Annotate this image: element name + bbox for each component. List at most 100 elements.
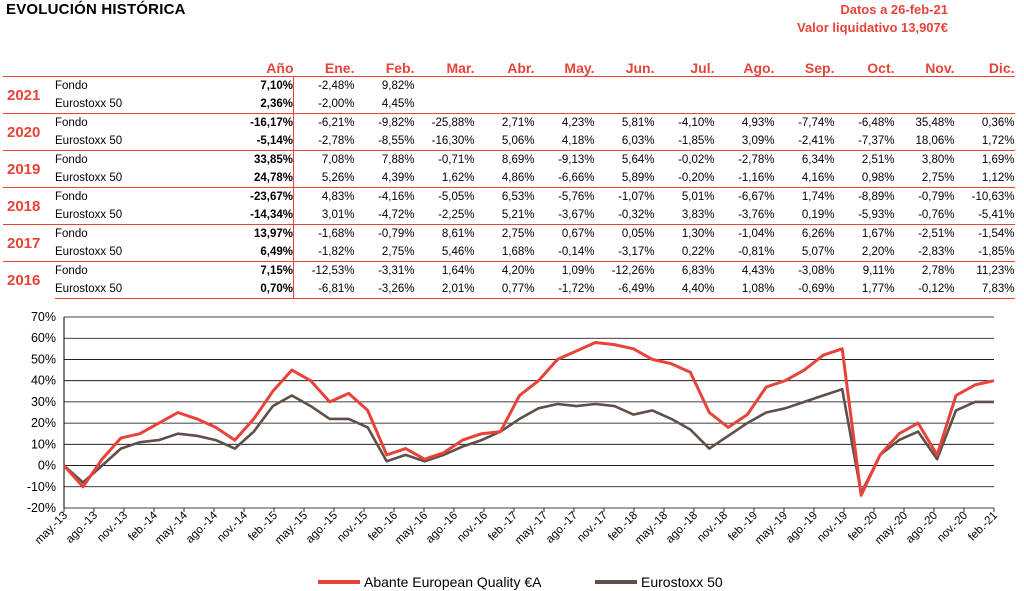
month-value: 4,23%	[534, 113, 595, 132]
month-value: 5,89%	[621, 172, 655, 184]
month-value: 4,83%	[293, 187, 355, 206]
month-value: -5,76%	[534, 187, 595, 206]
month-value: 5,01%	[654, 187, 715, 206]
table-header-row: Año Ene. Feb. Mar. Abr. May. Jun. Jul. A…	[3, 56, 1015, 77]
col-month: Nov.	[925, 60, 955, 76]
month-value: -0,02%	[654, 150, 715, 169]
y-tick-label: 70%	[31, 310, 56, 324]
month-value: -9,82%	[354, 113, 415, 132]
month-value	[774, 76, 835, 95]
month-value: 1,68%	[501, 246, 535, 258]
month-value: 7,08%	[293, 150, 355, 169]
row-label: Eurostoxx 50	[55, 280, 245, 299]
month-value: -7,37%	[858, 135, 895, 147]
y-tick-label: 30%	[31, 395, 56, 409]
month-value: 2,75%	[381, 246, 415, 258]
year-label: 2021	[3, 76, 55, 114]
y-tick-label: -10%	[27, 480, 56, 494]
month-value: -1,54%	[954, 224, 1015, 243]
x-tick-label: nov.-20	[935, 510, 970, 545]
table-row: 2021 Fondo 7,10% -2,48% 9,82%	[3, 76, 1015, 114]
month-value: -2,25%	[438, 209, 475, 221]
month-value: 4,20%	[474, 261, 535, 280]
month-value: 0,19%	[801, 209, 835, 221]
month-value: -5,93%	[858, 209, 895, 221]
month-value: 4,40%	[654, 280, 715, 299]
x-tick-label: may.-19	[753, 510, 790, 547]
month-value	[954, 76, 1015, 95]
month-value: -3,08%	[774, 261, 835, 280]
x-tick-label: ago.-16	[424, 510, 460, 546]
row-label: Eurostoxx 50	[55, 246, 123, 258]
month-value	[835, 95, 895, 114]
month-value: -4,10%	[654, 113, 715, 132]
month-value	[474, 76, 535, 95]
month-value: -2,83%	[918, 246, 955, 258]
month-value	[655, 95, 715, 114]
row-label: Fondo	[55, 150, 245, 169]
month-value: 1,08%	[714, 280, 775, 299]
x-tick-label: ago.-14	[184, 509, 220, 545]
ytd-value: -16,17%	[245, 113, 294, 132]
ytd-value: 33,85%	[245, 150, 294, 169]
month-value	[415, 95, 475, 114]
month-value	[594, 76, 655, 95]
month-value	[534, 76, 595, 95]
col-month: Dic.	[988, 60, 1015, 76]
row-label: Fondo	[55, 113, 245, 132]
x-tick-label: feb.-21	[966, 510, 1000, 544]
month-value: 7,88%	[354, 150, 415, 169]
x-tick-label: may.-16	[393, 510, 430, 547]
col-month: Feb.	[385, 60, 415, 76]
page-title: EVOLUCIÓN HISTÓRICA	[6, 1, 186, 18]
ytd-value: -23,67%	[245, 187, 294, 206]
col-month: Mar.	[446, 60, 475, 76]
month-value: -10,63%	[954, 187, 1015, 206]
x-tick-label: nov.-13	[95, 510, 130, 545]
month-value: 11,23%	[954, 261, 1015, 280]
month-value: -0,32%	[618, 209, 655, 221]
month-value	[475, 95, 535, 114]
month-value: 2,20%	[861, 246, 895, 258]
month-value: -3,67%	[558, 209, 595, 221]
table-row: 2018 Fondo -23,67% 4,83% -4,16% -5,05% 6,53% -5…	[3, 187, 1015, 225]
month-value: 5,07%	[801, 246, 835, 258]
month-value: 1,67%	[834, 224, 895, 243]
row-label: Eurostoxx 50	[55, 135, 123, 147]
month-value: 5,81%	[594, 113, 655, 132]
month-value: -0,20%	[678, 172, 715, 184]
nav-line: Valor liquidativo 13,907€	[796, 20, 948, 35]
month-value	[895, 95, 955, 114]
month-value: 5,06%	[501, 135, 535, 147]
month-value: 4,16%	[801, 172, 835, 184]
month-value: 2,75%	[474, 224, 535, 243]
y-tick-label: 40%	[31, 374, 56, 388]
month-value: 8,61%	[414, 224, 475, 243]
month-value	[775, 95, 835, 114]
col-month: Ene.	[324, 60, 355, 76]
month-value: -1,04%	[714, 224, 775, 243]
x-tick-label: may.-17	[513, 510, 550, 547]
month-value: 1,12%	[981, 172, 1015, 184]
month-value: -16,30%	[431, 135, 475, 147]
table-row: 2017 Fondo 13,97% -1,68% -0,79% 8,61% 2,75% 0,6…	[3, 224, 1015, 262]
month-value: -3,76%	[738, 209, 775, 221]
month-value: 7,83%	[954, 280, 1015, 299]
ytd-value: 6,49%	[245, 243, 294, 262]
month-value: -3,26%	[354, 280, 415, 299]
month-value: 3,80%	[894, 150, 955, 169]
x-tick-label: ago.-19	[784, 510, 820, 546]
table-row: Eurostoxx 50 6,49% -1,82% 2,75% 5,46% 1,68% -0…	[3, 243, 1015, 262]
month-value	[535, 95, 595, 114]
row-label: Fondo	[55, 224, 245, 243]
col-year: Año	[266, 60, 294, 76]
month-value: -7,74%	[774, 113, 835, 132]
col-month: May.	[564, 60, 595, 76]
month-value: 1,72%	[981, 135, 1015, 147]
month-value: -9,13%	[534, 150, 595, 169]
month-value: 2,01%	[414, 280, 475, 299]
month-value: -6,49%	[594, 280, 655, 299]
col-month: Abr.	[507, 60, 535, 76]
year-label: 2018	[3, 187, 55, 225]
month-value: -8,55%	[378, 135, 415, 147]
